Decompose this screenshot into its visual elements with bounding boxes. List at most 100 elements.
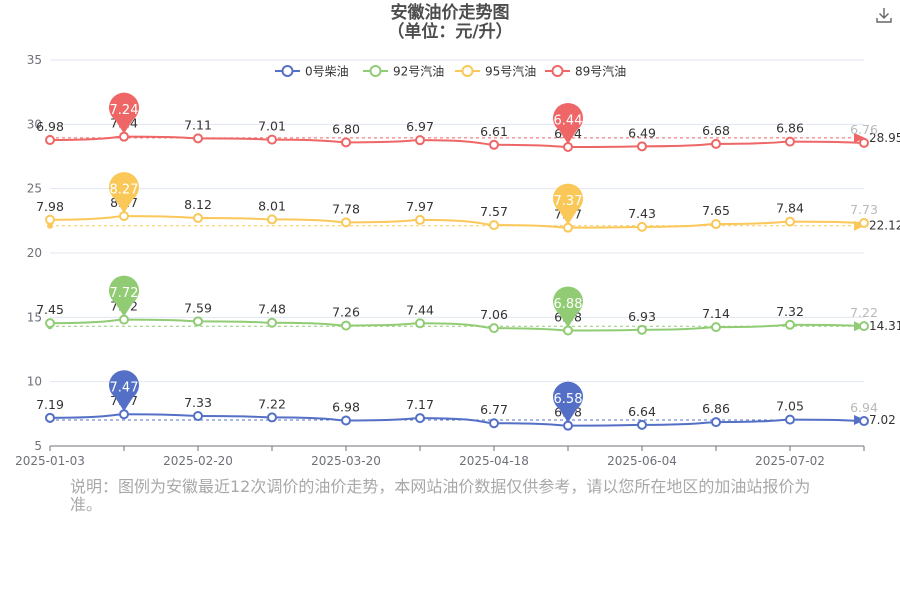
data-point [341, 137, 351, 148]
data-point [711, 219, 721, 230]
data-label: 7.44 [406, 302, 434, 317]
max-pin-marker [109, 370, 139, 412]
data-point [415, 135, 425, 146]
data-point [563, 420, 573, 431]
data-label: 7.17 [406, 397, 434, 412]
data-point [415, 413, 425, 424]
data-point [489, 220, 499, 231]
data-point [45, 135, 55, 146]
data-label: 6.80 [332, 121, 360, 136]
data-label: 7.33 [184, 395, 212, 410]
y-tick-label: 35 [27, 53, 42, 67]
data-point [415, 318, 425, 329]
max-pin-marker [108, 172, 139, 214]
y-tick-label: 5 [34, 439, 42, 453]
data-point [193, 316, 203, 327]
data-label: 7.22 [850, 305, 878, 320]
data-label: 7.65 [702, 203, 730, 218]
data-label: 6.98 [332, 400, 360, 415]
data-label: 6.77 [480, 402, 508, 417]
data-point [785, 414, 795, 425]
y-tick-label: 25 [27, 182, 42, 196]
data-point [267, 134, 277, 145]
average-arrow [854, 132, 865, 143]
data-point [193, 411, 203, 422]
data-label: 7.97 [406, 199, 434, 214]
data-point [563, 325, 573, 336]
x-tick-label: 2025-02-20 [163, 454, 233, 468]
legend-marker [281, 65, 294, 77]
min-pin-marker [553, 381, 584, 423]
data-point [489, 418, 499, 429]
data-point [45, 214, 55, 225]
y-tick-label: 30 [27, 117, 42, 131]
average-label: 14.31 [869, 319, 900, 333]
data-point [119, 314, 129, 325]
data-point [119, 409, 129, 420]
y-tick-label: 15 [27, 310, 42, 324]
average-label: 28.95 [869, 131, 900, 145]
max-pin-label: 8.27 [110, 183, 139, 198]
data-label: 6.86 [776, 121, 804, 136]
data-point [859, 137, 869, 148]
x-tick-label: 2025-04-18 [459, 454, 529, 468]
data-point [637, 419, 647, 430]
y-tick-label: 10 [27, 375, 42, 389]
legend-label: 0号柴油 [305, 65, 349, 79]
series-line [49, 318, 865, 332]
data-point [119, 211, 129, 222]
data-label: 7.05 [776, 399, 804, 414]
data-point [489, 139, 499, 150]
data-label: 7.59 [184, 300, 212, 315]
data-label: 8.12 [184, 197, 212, 212]
data-point [45, 318, 55, 329]
data-label: 6.94 [850, 400, 878, 415]
data-point [859, 416, 869, 427]
data-label: 7.32 [776, 304, 804, 319]
data-label: 6.76 [850, 122, 878, 137]
min-pin-label: 6.88 [554, 297, 583, 312]
average-arrow [854, 220, 865, 231]
legend-marker [461, 65, 474, 77]
data-point [637, 221, 647, 232]
data-point [711, 322, 721, 333]
legend-label: 89号汽油 [575, 64, 626, 79]
data-label: 7.48 [258, 302, 286, 317]
data-point [193, 213, 203, 224]
data-label: 7.98 [36, 199, 64, 214]
data-label: 7.22 [258, 396, 286, 411]
data-point [711, 138, 721, 149]
chart-title-line1: 安徽油价走势图 [390, 3, 510, 23]
data-label: 7.73 [850, 202, 878, 217]
data-label: 6.98 [36, 119, 64, 134]
data-point [785, 319, 795, 330]
data-point [711, 417, 721, 428]
min-pin-label: 7.37 [554, 194, 583, 209]
data-point [563, 222, 573, 233]
min-pin-label: 6.58 [554, 392, 583, 407]
data-label: 6.68 [702, 123, 730, 138]
data-label: 8.01 [258, 198, 286, 213]
data-label: 6.61 [480, 124, 508, 139]
data-point [489, 323, 499, 334]
data-point [415, 214, 425, 225]
data-point [45, 412, 55, 423]
download-icon[interactable] [874, 5, 894, 25]
legend-label: 95号汽油 [485, 64, 536, 79]
x-tick-label: 2025-06-04 [607, 454, 677, 468]
data-point [785, 216, 795, 227]
data-label: 7.45 [36, 302, 64, 317]
data-label: 6.64 [628, 404, 656, 419]
data-point [341, 415, 351, 426]
y-tick-label: 20 [27, 246, 42, 260]
data-label: 7.06 [480, 307, 508, 322]
data-label: 6.93 [628, 309, 656, 324]
x-tick-label: 2025-03-20 [311, 454, 381, 468]
x-tick-label: 2025-07-02 [755, 454, 825, 468]
data-label: 6.86 [702, 401, 730, 416]
data-point [637, 324, 647, 335]
x-tick-label: 2025-01-03 [15, 454, 85, 468]
data-label: 7.14 [702, 306, 730, 321]
data-label: 7.43 [628, 206, 656, 221]
